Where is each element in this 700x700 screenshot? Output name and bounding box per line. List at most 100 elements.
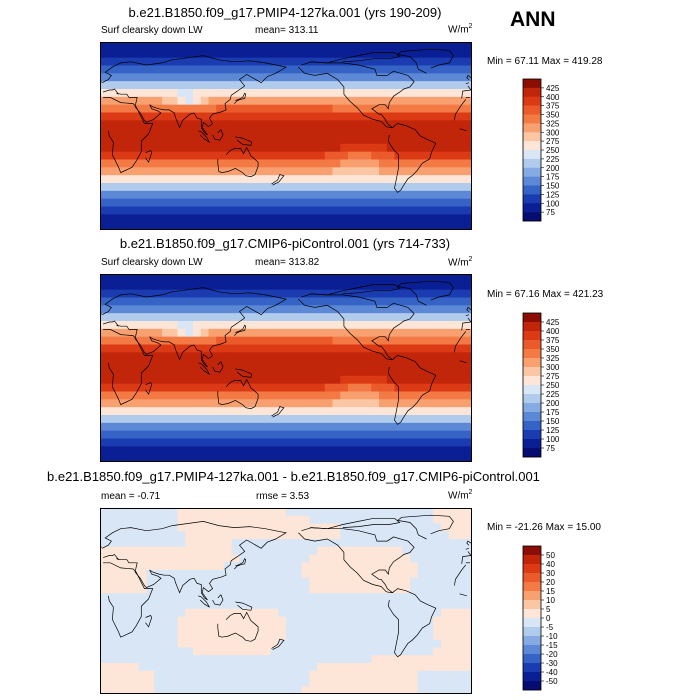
- colorbar-bin: [523, 591, 541, 601]
- field-cell: [379, 143, 388, 153]
- field-cell: [239, 438, 248, 447]
- field-cell: [107, 391, 116, 400]
- field-cell: [363, 313, 372, 322]
- field-cell: [363, 151, 372, 160]
- field-cell: [224, 593, 233, 602]
- field-cell: [371, 167, 380, 176]
- field-cell: [286, 313, 295, 322]
- field-cell: [410, 678, 419, 687]
- field-cell: [355, 281, 364, 291]
- field-cell: [301, 508, 310, 517]
- field-cell: [464, 104, 472, 113]
- field-cell: [262, 670, 271, 679]
- field-cell: [154, 222, 163, 230]
- field-cell: [402, 523, 411, 532]
- field-cell: [138, 222, 147, 230]
- field-cell: [348, 523, 357, 532]
- field-cell: [425, 639, 434, 648]
- field-cell: [348, 670, 357, 679]
- field-cell: [363, 430, 372, 439]
- field-cell: [402, 328, 411, 338]
- field-cell: [231, 305, 240, 314]
- field-cell: [410, 297, 419, 306]
- field-cell: [371, 281, 380, 291]
- field-cell: [278, 655, 287, 664]
- field-cell: [193, 515, 202, 524]
- field-cell: [131, 344, 140, 353]
- field-cell: [448, 391, 457, 400]
- field-cell: [193, 128, 202, 137]
- field-cell: [402, 289, 411, 298]
- field-cell: [185, 49, 194, 59]
- field-cell: [371, 438, 380, 447]
- field-cell: [231, 539, 240, 548]
- field-cell: [255, 446, 264, 455]
- field-cell: [301, 546, 310, 555]
- field-cell: [293, 49, 302, 59]
- field-cell: [231, 151, 240, 160]
- field-cell: [193, 670, 202, 679]
- field-cell: [138, 321, 147, 330]
- field-cell: [386, 438, 395, 447]
- field-cell: [456, 112, 465, 121]
- field-cell: [138, 407, 147, 416]
- field-cell: [162, 647, 171, 656]
- field-cell: [355, 454, 364, 462]
- field-cell: [270, 190, 279, 200]
- field-cell: [100, 601, 109, 610]
- field-cell: [456, 336, 465, 345]
- field-cell: [200, 190, 209, 200]
- field-cell: [131, 120, 140, 129]
- field-cell: [154, 128, 163, 137]
- field-cell: [332, 430, 341, 439]
- field-cell: [169, 175, 178, 184]
- field-cell: [332, 49, 341, 59]
- field-cell: [317, 399, 326, 408]
- field-cell: [255, 143, 264, 153]
- field-cell: [270, 375, 279, 385]
- field-cell: [138, 570, 147, 579]
- field-cell: [231, 686, 240, 694]
- field-cell: [417, 368, 426, 377]
- field-cell: [231, 89, 240, 98]
- field-cell: [309, 143, 318, 153]
- field-cell: [371, 539, 380, 548]
- field-cell: [200, 159, 209, 168]
- field-cell: [441, 175, 450, 184]
- field-cell: [417, 289, 426, 298]
- field-cell: [185, 415, 194, 424]
- field-cell: [379, 670, 388, 679]
- field-cell: [208, 214, 217, 223]
- field-cell: [208, 446, 217, 455]
- field-cell: [340, 360, 349, 369]
- field-cell: [433, 321, 442, 330]
- field-cell: [348, 206, 357, 215]
- field-cell: [355, 159, 364, 168]
- field-cell: [379, 407, 388, 416]
- field-cell: [394, 120, 403, 129]
- field-cell: [138, 143, 147, 153]
- field-cell: [216, 336, 225, 345]
- field-cell: [386, 632, 395, 641]
- field-cell: [193, 198, 202, 207]
- field-cell: [363, 120, 372, 129]
- field-cell: [107, 585, 116, 594]
- field-cell: [216, 175, 225, 184]
- field-cell: [154, 313, 163, 322]
- field-cell: [448, 49, 457, 59]
- field-cell: [386, 136, 395, 145]
- field-cell: [138, 352, 147, 361]
- field-cell: [262, 321, 271, 330]
- panel3-title: b.e21.B1850.f09_g17.PMIP4-127ka.001 - b.…: [47, 469, 540, 484]
- field-cell: [371, 515, 380, 524]
- field-cell: [448, 81, 457, 90]
- field-cell: [131, 198, 140, 207]
- field-cell: [464, 183, 472, 192]
- field-cell: [425, 81, 434, 90]
- field-cell: [417, 655, 426, 664]
- field-cell: [293, 112, 302, 121]
- field-cell: [216, 159, 225, 168]
- field-cell: [208, 206, 217, 215]
- field-cell: [216, 508, 225, 517]
- field-cell: [278, 167, 287, 176]
